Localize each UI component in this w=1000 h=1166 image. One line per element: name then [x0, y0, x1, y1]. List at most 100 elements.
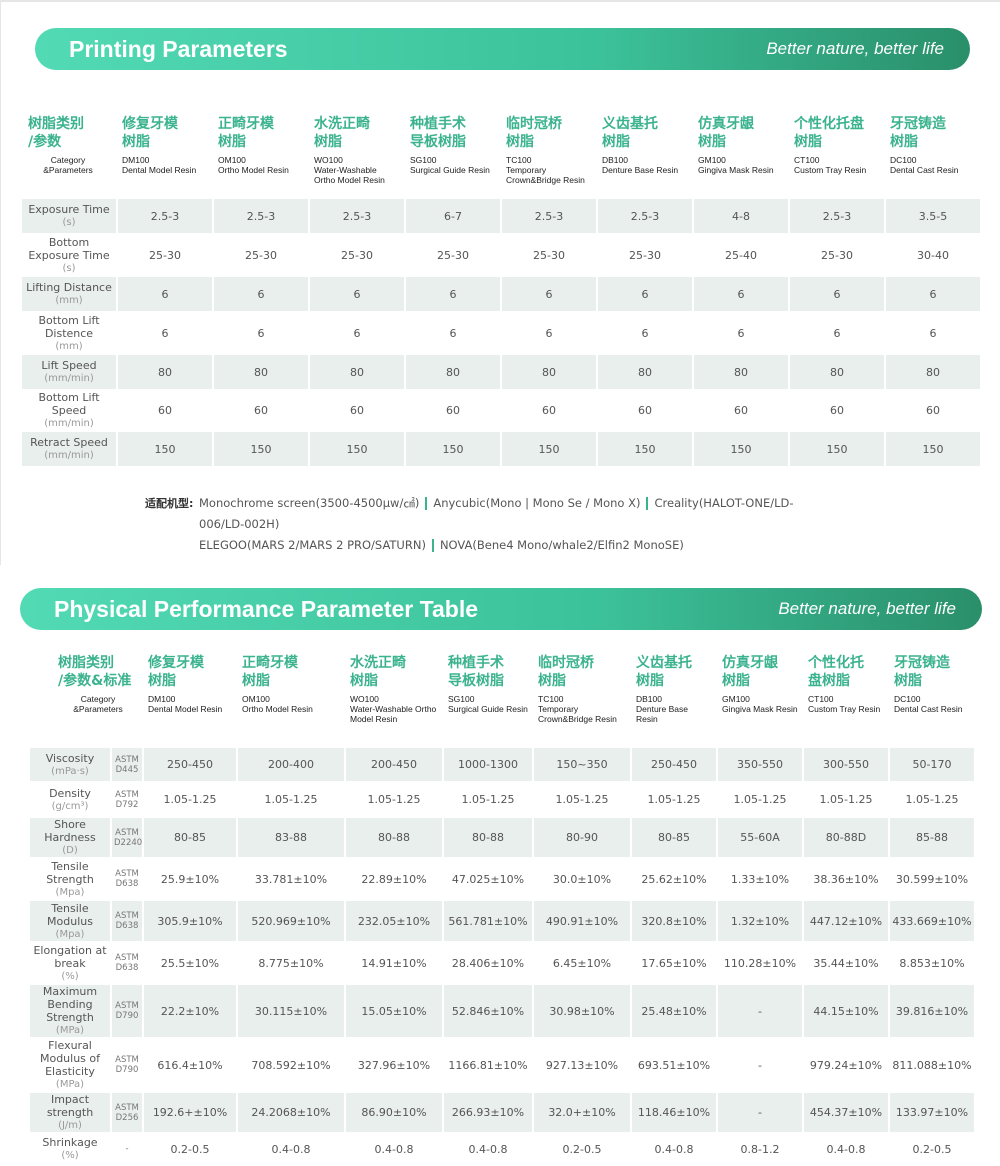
cell: 83-88	[238, 818, 344, 857]
header-zh: 树脂	[538, 673, 566, 689]
row-label: Density (g/cm³)	[30, 783, 110, 816]
cell: 150	[598, 432, 692, 466]
cell: 266.93±10%	[444, 1093, 532, 1132]
data-row: Tensile Strength (Mpa) ASTM D638 25.9±10% 33…	[30, 859, 974, 899]
header-en: Gingiva Mask Resin	[722, 704, 798, 714]
cell: 0.4-0.8	[374, 1142, 414, 1156]
row-unit: (s)	[62, 262, 76, 274]
cell: 8.775±10%	[258, 956, 324, 970]
row-label-text: Bottom Lift Distence	[38, 313, 100, 340]
header-en: Category &Parameters	[43, 155, 93, 175]
header-zh: 个性化托	[808, 655, 864, 671]
cell: 6	[737, 326, 745, 340]
cell: 811.088±10%	[892, 1058, 972, 1072]
cell: 55-60A	[718, 818, 802, 857]
header-zh: 牙冠铸造	[894, 655, 950, 671]
cell: 6	[790, 277, 884, 311]
cell: 50-170	[890, 748, 974, 781]
header-cell: 牙冠铸造 树脂 DC100 Dental Cast Resin	[886, 115, 980, 197]
cell: 616.4±10%	[157, 1058, 223, 1072]
cell: 327.96±10%	[357, 1058, 431, 1072]
data-row: Bottom Exposure Time (s) 25-30 25-30 25-30 25…	[22, 235, 980, 275]
cell: 150	[502, 432, 596, 466]
cell: -	[718, 1093, 802, 1132]
cell: 320.8±10%	[632, 901, 716, 941]
cell: 1.05-1.25	[733, 793, 787, 806]
cell: 1.05-1.25	[555, 793, 609, 806]
cell: 80	[790, 355, 884, 389]
cell: 150	[886, 432, 980, 466]
row-unit: (mm/min)	[44, 418, 94, 429]
data-row: Shrinkage (%) - 0.2-0.5 0.4-0.8 0.4-0.8 0.4-0.…	[30, 1134, 974, 1164]
row-label: Exposure Time (s)	[22, 199, 116, 233]
header-zh: 树脂	[314, 134, 342, 150]
cell: 4-8	[694, 199, 788, 233]
astm-standard: ASTM D445	[112, 748, 142, 781]
header-zh: 树脂	[218, 134, 246, 150]
cell: 1.05-1.25	[647, 793, 701, 806]
row-label-text: Bottom Lift Speed	[38, 391, 100, 417]
row-unit: (mm)	[55, 340, 83, 352]
row-label-text: Tensile Strength	[46, 859, 94, 886]
header-cell: 正畸牙模 树脂 OM100 Ortho Model Resin	[214, 115, 308, 197]
data-row: Bottom Lift Speed (mm/min) 60 60 60 60 60 60 60 6…	[22, 391, 980, 430]
cell: 1.05-1.25	[367, 793, 421, 806]
cell: 250-450	[144, 748, 236, 781]
row-label: Tensile Modulus (Mpa)	[30, 901, 110, 941]
header-cell: 水洗正畸 树脂 WO100 Water-Washable Ortho Model Re…	[310, 115, 404, 197]
cell: 2.5-3	[502, 199, 596, 233]
cell: 17.65±10%	[641, 956, 707, 970]
cell: 2.5-3	[598, 199, 692, 233]
cell: 30.115±10%	[238, 985, 344, 1037]
cell: 25.5±10%	[160, 956, 220, 970]
data-row: Viscosity (mPa·s) ASTM D445 250-450 200-400 2…	[30, 748, 974, 781]
cell: 80	[118, 355, 212, 389]
cell: 80	[310, 355, 404, 389]
header-zh: 种植手术	[448, 655, 504, 671]
cell: 150	[790, 432, 884, 466]
header-en: Surgical Guide Resin	[448, 704, 528, 714]
cell: 0.2-0.5	[170, 1142, 210, 1156]
section-banner: Physical Performance Parameter Table Bet…	[20, 588, 982, 630]
header-code: WO100	[350, 694, 379, 704]
header-zh: 树脂	[894, 673, 922, 689]
cell: 80	[214, 355, 308, 389]
compat-item: Creality(HALOT-ONE/LD-006/LD-002H)	[199, 496, 794, 531]
header-zh: 临时冠桥	[538, 655, 594, 671]
header-code: GM100	[722, 694, 750, 704]
header-zh: 修复牙模	[122, 116, 178, 132]
data-row: Elongation at break (%) ASTM D638 25.5±10% 8…	[30, 943, 974, 983]
header-code: GM100	[698, 155, 726, 165]
cell: 32.0+±10%	[534, 1093, 630, 1132]
cell: 200-400	[238, 748, 344, 781]
header-zh: 个性化托盘	[794, 116, 864, 132]
header-zh: 树脂类别	[58, 655, 114, 671]
header-en: Dental Model Resin	[122, 165, 197, 175]
cell: 0.4-0.8	[468, 1142, 508, 1156]
header-code: CT100	[808, 694, 834, 704]
cell: 1.05-1.25	[819, 793, 873, 806]
row-label: Retract Speed (mm/min)	[22, 432, 116, 466]
header-en: Surgical Guide Resin	[410, 165, 490, 175]
header-zh: 水洗正畸	[350, 655, 406, 671]
cell: 150	[694, 432, 788, 466]
row-label: Maximum Bending Strength (MPa)	[30, 985, 110, 1037]
cell: 25-30	[437, 248, 469, 262]
cell: 118.46±10%	[632, 1093, 716, 1132]
header-zh: 树脂	[350, 673, 378, 689]
row-label-text: Shrinkage	[42, 1136, 98, 1149]
row-label-text: Flexural Modulus of Elasticity	[39, 1039, 101, 1078]
data-row: Impact strength (J/m) ASTM D256 192.6+±10% 2…	[30, 1093, 974, 1132]
header-cell: 义齿基托 树脂 DB100 Denture Base Resin	[598, 115, 692, 197]
header-row: 树脂类别/参数&标准 Category &Parameters 修复牙模 树脂 DM10…	[30, 654, 974, 746]
data-row: Lift Speed (mm/min) 80 80 80 80 80 80 80 80 80	[22, 355, 980, 389]
row-label-text: Density	[49, 786, 91, 800]
header-zh: 树脂	[794, 134, 822, 150]
cell: 0.8-1.2	[740, 1142, 780, 1156]
data-row: Exposure Time (s) 2.5-3 2.5-3 2.5-3 6-7 2.5-3 2…	[22, 199, 980, 233]
header-zh: 临时冠桥	[506, 116, 562, 132]
cell: 6	[257, 326, 265, 340]
cell: 60	[158, 404, 172, 417]
row-label: Tensile Strength (Mpa)	[30, 859, 110, 899]
data-row: Tensile Modulus (Mpa) ASTM D638 305.9±10% 52…	[30, 901, 974, 941]
